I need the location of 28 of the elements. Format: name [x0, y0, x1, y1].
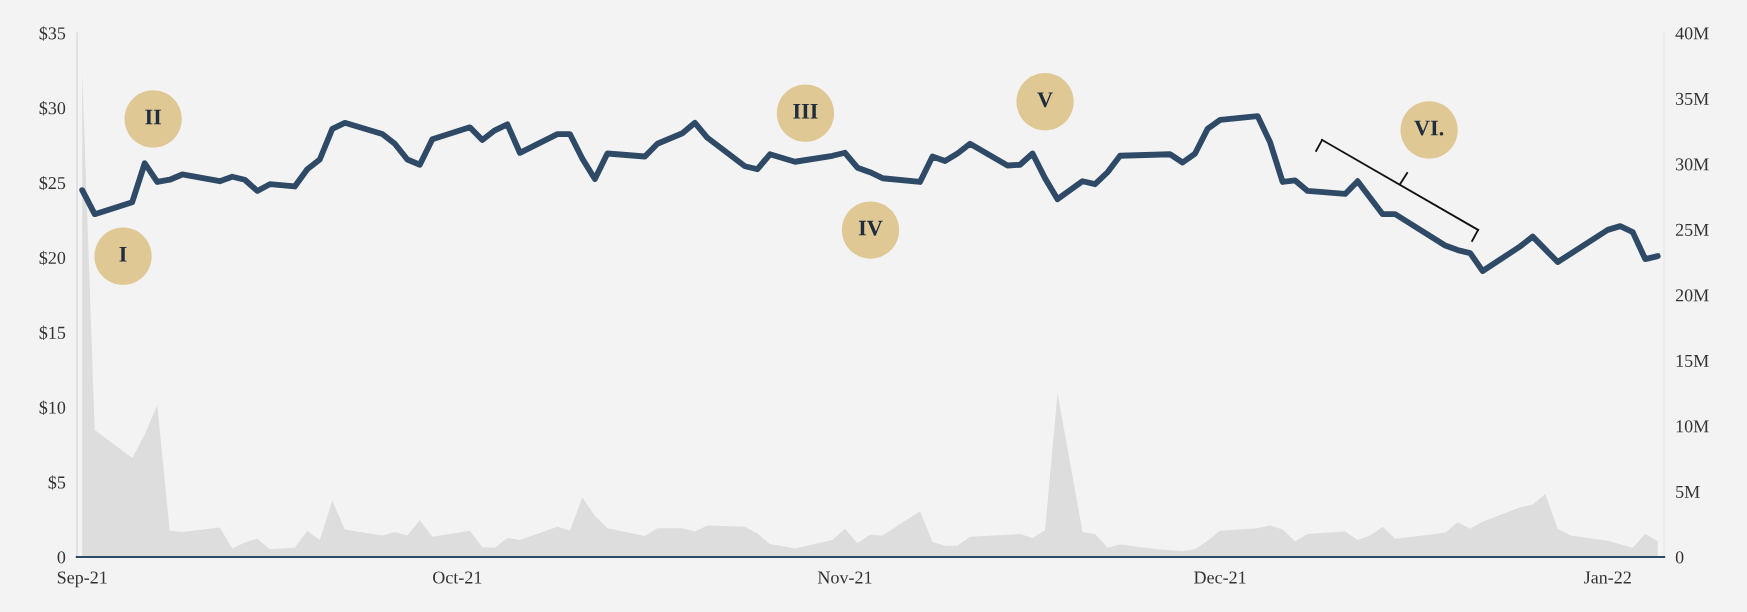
y-tick-label: $15 [39, 325, 66, 341]
x-tick-label: Jan-22 [1584, 571, 1631, 584]
y2-tick-label: 20M [1675, 289, 1709, 302]
annotation: VI. [1414, 120, 1444, 136]
y2-tick-label: 35M [1675, 92, 1709, 105]
annotation: II [145, 109, 162, 125]
annotation: IV [858, 220, 883, 236]
y-tick-label: $25 [39, 175, 66, 191]
y2-tick-label: 0 [1675, 551, 1684, 564]
y2-tick-label: 15M [1676, 354, 1709, 367]
y2-tick-label: 10M [1676, 420, 1709, 433]
x-tick-label: Nov-21 [817, 571, 872, 584]
y-tick-label: $35 [39, 26, 66, 41]
annotation: I [119, 247, 127, 262]
x-tick-label: Oct-21 [433, 571, 482, 584]
annotation: III [793, 103, 818, 119]
x-tick-label: Dec-21 [1194, 571, 1246, 584]
y-tick-label: $10 [39, 400, 66, 415]
x-tick-label: Sep-21 [57, 571, 107, 588]
annotation: V [1037, 92, 1053, 108]
y-tick-label: $5 [48, 475, 66, 490]
y-tick-label: 0 [57, 551, 66, 564]
y2-tick-label: 40M [1675, 27, 1709, 40]
y-tick-label: $20 [39, 250, 66, 266]
y2-tick-label: 30M [1675, 158, 1709, 171]
y-tick-label: $30 [39, 101, 66, 116]
y2-tick-label: 25M [1675, 223, 1709, 236]
y2-tick-label: 5M [1676, 485, 1700, 498]
